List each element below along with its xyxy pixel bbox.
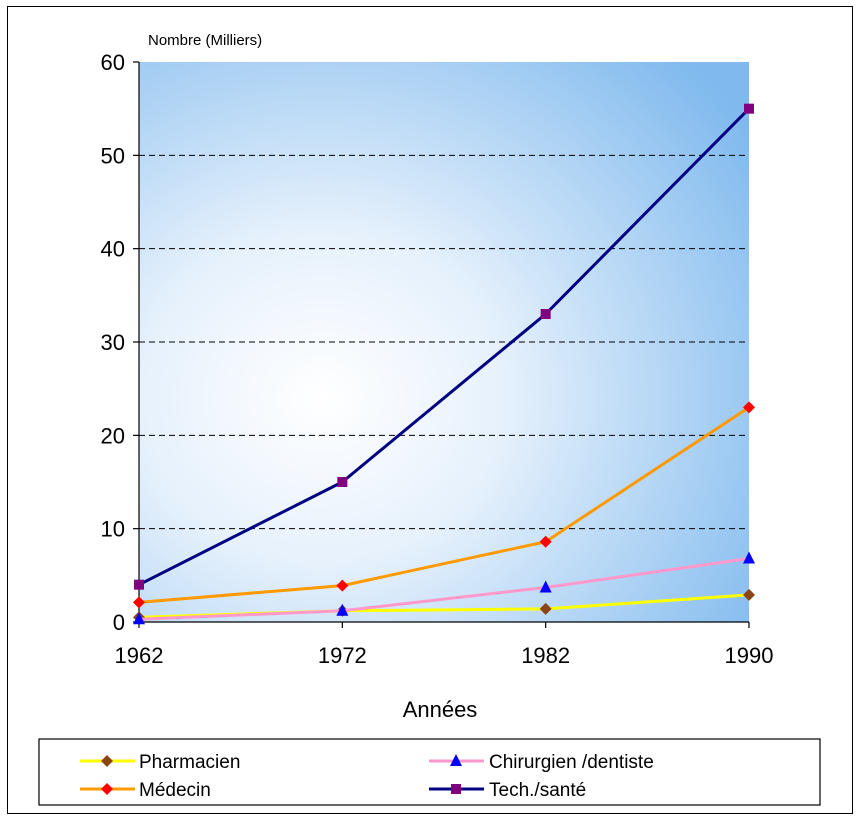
data-point bbox=[336, 579, 349, 592]
grid-lines bbox=[139, 154, 749, 530]
legend-item: Pharmacien bbox=[80, 752, 240, 773]
legend-label: Médecin bbox=[139, 780, 211, 801]
data-point bbox=[743, 551, 755, 564]
series-1 bbox=[133, 551, 755, 625]
y-tick-label: 60 bbox=[101, 50, 125, 75]
series bbox=[133, 103, 755, 625]
x-ticks: 1962 1972 1982 1990 bbox=[115, 622, 774, 668]
data-point bbox=[134, 579, 144, 590]
x-tick-label: 1962 bbox=[115, 643, 164, 668]
data-point bbox=[133, 596, 145, 609]
y-ticks: 0 10 20 30 40 50 60 bbox=[101, 50, 139, 635]
y-tick-label: 0 bbox=[113, 610, 125, 635]
legend-marker bbox=[101, 755, 113, 767]
y-tick-label: 30 bbox=[101, 330, 125, 355]
legend: Pharmacien Chirurgien /dentiste Médecin Tec… bbox=[80, 752, 654, 801]
legend-marker bbox=[450, 754, 462, 766]
data-point bbox=[539, 535, 552, 548]
data-point bbox=[743, 401, 755, 414]
x-tick-label: 1990 bbox=[725, 643, 774, 668]
legend-marker bbox=[451, 784, 461, 794]
x-axis-label: Années bbox=[403, 697, 478, 722]
data-point bbox=[540, 309, 551, 319]
data-point bbox=[743, 588, 755, 601]
y-tick-label: 50 bbox=[101, 143, 125, 168]
legend-item: Chirurgien /dentiste bbox=[429, 752, 654, 773]
series-3 bbox=[134, 103, 754, 590]
legend-item: Médecin bbox=[80, 780, 211, 801]
data-point bbox=[539, 602, 552, 615]
legend-label: Chirurgien /dentiste bbox=[489, 752, 654, 773]
x-tick-label: 1982 bbox=[521, 643, 570, 668]
data-point bbox=[539, 580, 552, 593]
y-axis-label: Nombre (Milliers) bbox=[148, 32, 262, 49]
data-point bbox=[744, 103, 754, 114]
y-tick-label: 10 bbox=[101, 517, 125, 542]
data-point bbox=[336, 603, 349, 616]
legend-marker bbox=[101, 783, 113, 795]
series-line bbox=[138, 406, 750, 604]
x-tick-label: 1972 bbox=[318, 643, 367, 668]
legend-label: Tech./santé bbox=[489, 780, 586, 801]
data-point bbox=[133, 612, 145, 625]
y-tick-label: 40 bbox=[101, 237, 125, 262]
series-line bbox=[138, 557, 750, 621]
y-tick-label: 20 bbox=[101, 423, 125, 448]
legend-box bbox=[38, 738, 821, 806]
legend-label: Pharmacien bbox=[139, 752, 240, 773]
series-line bbox=[138, 107, 751, 587]
legend-item: Tech./santé bbox=[429, 780, 586, 801]
data-point bbox=[337, 477, 348, 487]
series-2 bbox=[133, 401, 755, 609]
